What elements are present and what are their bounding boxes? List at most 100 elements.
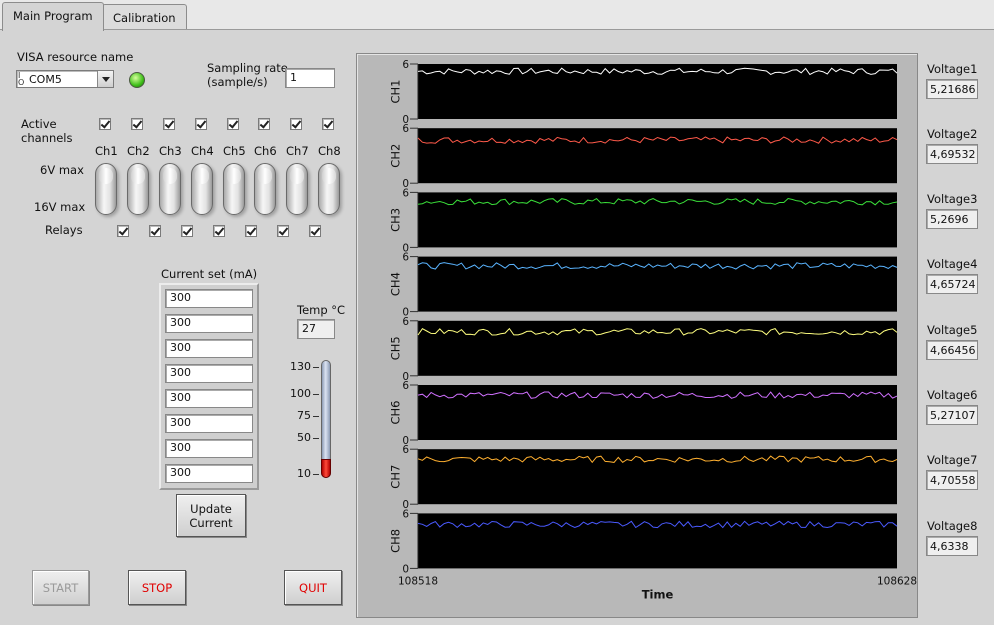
thermometer-tick xyxy=(313,416,319,418)
voltage-value: 4,6338 xyxy=(926,536,978,556)
thermometer-tick xyxy=(313,474,319,475)
active-channel-checkbox[interactable] xyxy=(163,118,175,130)
thermometer-tick xyxy=(313,367,319,368)
voltage-value: 4,69532 xyxy=(926,144,978,164)
plot-area xyxy=(418,256,897,312)
y-tick-label: 6 xyxy=(402,444,409,456)
active-channel-checkbox[interactable] xyxy=(322,118,334,130)
sampling-rate-input[interactable]: 1 xyxy=(285,68,335,88)
y-tick-label: 0 xyxy=(402,499,409,511)
range-16v-label: 16V max xyxy=(34,200,86,214)
relay-checkbox[interactable] xyxy=(309,225,321,237)
range-toggle[interactable] xyxy=(159,163,181,215)
active-channel-checkbox[interactable] xyxy=(258,118,270,130)
range-toggle[interactable] xyxy=(286,163,308,215)
temp-label: Temp °C xyxy=(297,303,346,317)
plot-area xyxy=(418,513,897,569)
series-label: CH5 xyxy=(389,336,403,360)
y-tick-label: 6 xyxy=(402,252,409,264)
tab-label: Main Program xyxy=(13,9,93,23)
voltage-label: Voltage5 xyxy=(927,323,978,337)
series-label: CH3 xyxy=(389,208,403,232)
y-tick-label: 0 xyxy=(402,563,409,575)
x-tick-label: 108628 xyxy=(877,575,917,587)
series-label: CH2 xyxy=(389,144,403,168)
active-channel-checkbox[interactable] xyxy=(131,118,143,130)
y-tick-label: 0 xyxy=(402,242,409,254)
chevron-down-icon[interactable] xyxy=(97,71,113,87)
series-line xyxy=(417,520,898,529)
relay-checkbox[interactable] xyxy=(213,225,225,237)
y-tick-label: 6 xyxy=(402,123,409,135)
current-set-input[interactable]: 300 xyxy=(165,439,253,458)
range-toggle[interactable] xyxy=(191,163,213,215)
tab-main-program[interactable]: Main Program xyxy=(2,2,104,31)
series-label: CH7 xyxy=(389,465,403,489)
series-line xyxy=(417,67,898,76)
current-set-input[interactable]: 300 xyxy=(165,414,253,433)
relay-checkbox[interactable] xyxy=(117,225,129,237)
relay-checkbox[interactable] xyxy=(277,225,289,237)
relay-checkbox[interactable] xyxy=(245,225,257,237)
voltage-label: Voltage3 xyxy=(927,192,978,206)
channel-label: Ch3 xyxy=(159,144,182,158)
thermometer-tick xyxy=(313,438,319,440)
y-tick-label: 0 xyxy=(402,178,409,190)
range-toggle[interactable] xyxy=(223,163,245,215)
tab-calibration[interactable]: Calibration xyxy=(102,4,187,30)
voltage-value: 5,2696 xyxy=(926,209,978,229)
update-current-button[interactable]: Update Current xyxy=(176,494,246,537)
active-channels-label: Active xyxy=(21,117,57,131)
voltage-value: 4,66456 xyxy=(926,340,978,360)
range-toggle[interactable] xyxy=(254,163,276,215)
thermometer-tick-label: 10 xyxy=(297,467,311,480)
voltage-label: Voltage4 xyxy=(927,257,978,271)
x-axis-label: Time xyxy=(642,587,674,601)
range-toggle[interactable] xyxy=(318,163,340,215)
voltage-label: Voltage2 xyxy=(927,127,978,141)
y-tick-label: 6 xyxy=(402,316,409,328)
thermometer-tick-label: 130 xyxy=(290,360,311,373)
quit-button[interactable]: QUIT xyxy=(284,570,342,605)
active-channel-checkbox[interactable] xyxy=(99,118,111,130)
y-tick-label: 0 xyxy=(402,307,409,319)
channel-label: Ch5 xyxy=(223,144,246,158)
series-line xyxy=(417,327,898,336)
channel-label: Ch2 xyxy=(127,144,150,158)
relays-label: Relays xyxy=(45,223,83,237)
update-button-line2: Current xyxy=(189,516,233,530)
plot-area xyxy=(418,64,897,119)
current-set-input[interactable]: 300 xyxy=(165,389,253,408)
current-set-input[interactable]: 300 xyxy=(165,364,253,383)
current-set-input[interactable]: 300 xyxy=(165,339,253,358)
channel-label: Ch8 xyxy=(318,144,341,158)
stop-button[interactable]: STOP xyxy=(128,570,186,605)
range-6v-label: 6V max xyxy=(40,163,84,177)
current-set-input[interactable]: 300 xyxy=(165,314,253,333)
y-tick-label: 0 xyxy=(402,371,409,383)
series-line xyxy=(417,262,898,270)
active-channel-checkbox[interactable] xyxy=(195,118,207,130)
voltage-value: 4,70558 xyxy=(926,470,978,490)
current-set-input[interactable]: 300 xyxy=(165,289,253,308)
plot-area xyxy=(418,320,897,376)
series-label: CH6 xyxy=(389,401,403,425)
plot-area xyxy=(418,128,897,184)
series-line xyxy=(417,455,898,464)
voltage-label: Voltage8 xyxy=(927,519,978,533)
relay-checkbox[interactable] xyxy=(149,225,161,237)
tab-divider xyxy=(0,29,994,30)
range-toggle[interactable] xyxy=(95,163,117,215)
plot-area xyxy=(418,192,897,248)
start-button[interactable]: START xyxy=(32,570,89,605)
current-set-input[interactable]: 300 xyxy=(165,464,253,483)
active-channel-checkbox[interactable] xyxy=(290,118,302,130)
channel-label: Ch7 xyxy=(286,144,309,158)
y-tick-label: 0 xyxy=(402,114,409,126)
active-channel-checkbox[interactable] xyxy=(227,118,239,130)
thermometer-tick xyxy=(313,393,319,395)
status-led xyxy=(129,72,145,88)
range-toggle[interactable] xyxy=(127,163,149,215)
relay-checkbox[interactable] xyxy=(181,225,193,237)
